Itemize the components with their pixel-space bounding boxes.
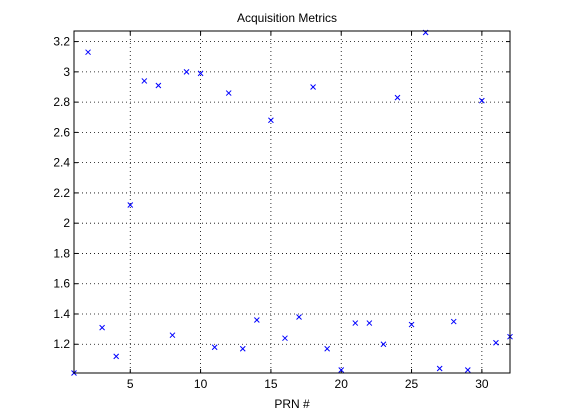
y-tick-label: 1.6 xyxy=(53,277,70,291)
data-point xyxy=(225,90,232,96)
data-point xyxy=(493,339,499,346)
x-tick-label: 15 xyxy=(264,377,278,391)
data-point xyxy=(394,94,401,101)
x-tick-label: 25 xyxy=(405,377,419,391)
data-point xyxy=(282,335,288,342)
data-point xyxy=(310,84,316,90)
data-point xyxy=(450,318,457,325)
data-point xyxy=(268,117,274,124)
data-point xyxy=(211,344,218,351)
data-point xyxy=(113,353,120,360)
y-tick-label: 3 xyxy=(63,65,70,79)
data-point xyxy=(338,367,345,373)
data-point xyxy=(239,345,246,352)
y-tick-label: 2.2 xyxy=(53,186,70,200)
y-tick-label: 2.6 xyxy=(53,125,70,139)
data-point xyxy=(479,97,485,104)
data-point xyxy=(464,367,471,373)
x-tick-label: 30 xyxy=(475,377,489,391)
y-tick-label: 1.2 xyxy=(53,337,70,351)
data-point xyxy=(436,365,443,372)
chart-title: Acquisition Metrics xyxy=(237,11,337,25)
x-tick-label: 5 xyxy=(127,377,134,391)
plot-frame xyxy=(73,30,511,374)
y-tick-label: 1.8 xyxy=(53,246,70,260)
data-point xyxy=(324,345,331,352)
data-points xyxy=(71,29,513,376)
y-tick-label: 2.4 xyxy=(53,156,70,170)
data-point xyxy=(99,324,105,331)
data-point xyxy=(141,78,148,84)
tick-labels: 5 10 15 20 25 30 1.2 1.4 1.6 1.8 2 2.2 2.4 2.6 2.8 3 3.2 xyxy=(53,35,489,391)
data-point xyxy=(352,320,359,326)
data-point xyxy=(85,49,91,56)
y-tick-label: 2 xyxy=(63,216,70,230)
data-point xyxy=(155,82,162,89)
x-tick-label: 10 xyxy=(194,377,208,391)
data-point xyxy=(183,69,190,75)
y-tick-label: 1.4 xyxy=(53,307,70,321)
data-point xyxy=(253,317,260,323)
y-tick-label: 2.8 xyxy=(53,95,70,109)
data-point xyxy=(380,341,387,348)
data-point xyxy=(197,70,204,77)
data-point xyxy=(408,321,415,328)
data-point xyxy=(127,202,134,208)
data-point xyxy=(366,320,373,326)
axis-ticks xyxy=(74,31,510,373)
data-point xyxy=(169,332,176,339)
x-tick-label: 20 xyxy=(335,377,349,391)
x-axis-label: PRN # xyxy=(274,397,310,411)
grid-lines xyxy=(74,31,510,373)
data-point xyxy=(296,314,302,320)
y-tick-label: 3.2 xyxy=(53,35,70,49)
